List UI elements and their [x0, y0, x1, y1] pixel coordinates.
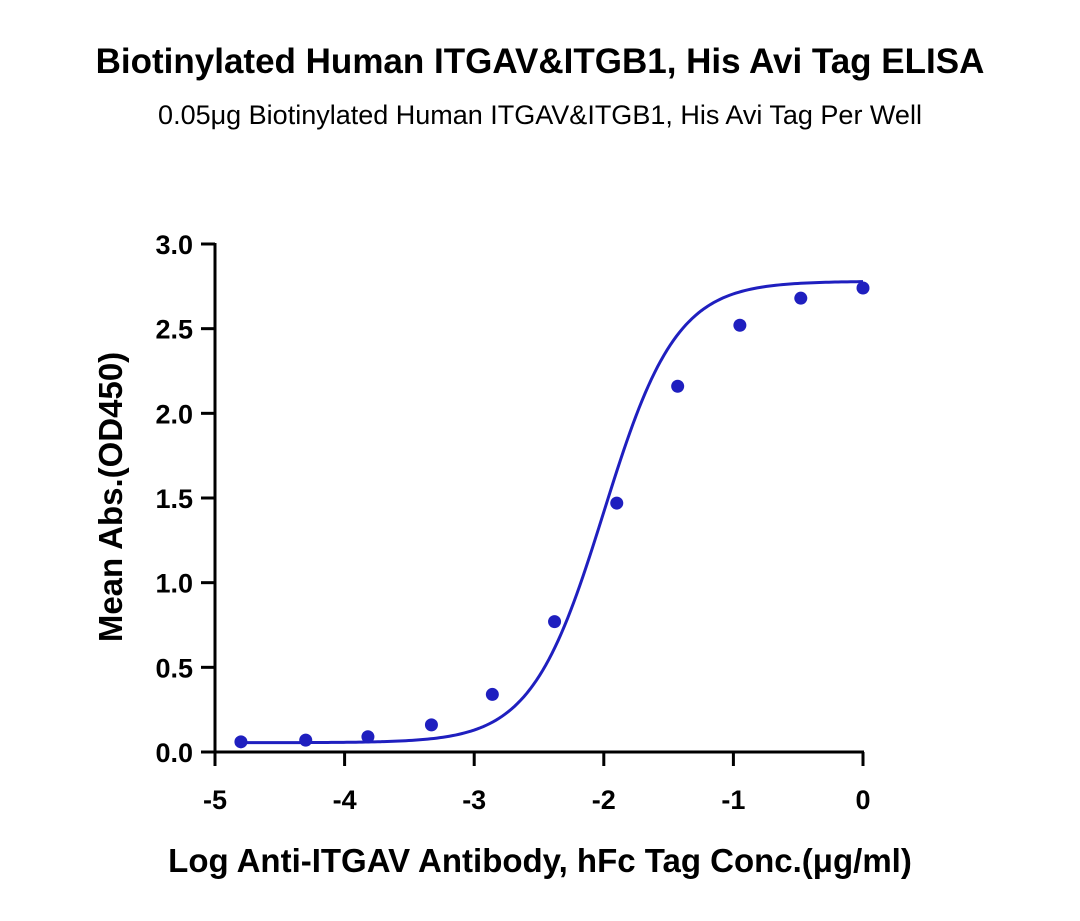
x-tick-label: -2 — [592, 785, 616, 815]
data-point — [733, 318, 747, 332]
x-tick-label: -1 — [721, 785, 745, 815]
y-axis-label: Mean Abs.(OD450) — [92, 352, 129, 642]
y-tick-label: 1.5 — [155, 484, 193, 514]
x-tick-label: -4 — [333, 785, 357, 815]
y-tick-label: 1.0 — [155, 569, 193, 599]
x-tick-label: 0 — [855, 785, 870, 815]
fit-curve — [240, 280, 864, 745]
data-point — [299, 733, 313, 747]
x-tick-label: -3 — [462, 785, 486, 815]
data-point — [361, 730, 375, 744]
data-point — [794, 291, 808, 305]
data-points-layer — [234, 281, 870, 749]
axes: 0.0 0.5 1.0 1.5 2.0 2.5 3.0 -5 -4 -3 -2 -1 0 — [155, 230, 870, 815]
y-tick-label: 3.0 — [155, 230, 193, 260]
data-point — [610, 496, 624, 510]
fit-curve-layer — [240, 280, 864, 745]
y-tick-label: 0.0 — [155, 738, 193, 768]
y-tick-label: 0.5 — [155, 653, 193, 683]
data-point — [856, 281, 870, 295]
y-tick-label: 2.0 — [155, 399, 193, 429]
y-tick-label: 2.5 — [155, 315, 193, 345]
data-point — [548, 615, 562, 629]
data-point — [424, 718, 438, 732]
data-point — [234, 735, 248, 749]
data-point — [671, 379, 685, 393]
data-point — [485, 687, 499, 701]
x-axis-label: Log Anti-ITGAV Antibody, hFc Tag Conc.(μ… — [168, 842, 912, 879]
chart-subtitle: 0.05μg Biotinylated Human ITGAV&ITGB1, H… — [158, 100, 922, 130]
chart-title: Biotinylated Human ITGAV&ITGB1, His Avi … — [95, 42, 985, 81]
x-tick-label: -5 — [203, 785, 227, 815]
